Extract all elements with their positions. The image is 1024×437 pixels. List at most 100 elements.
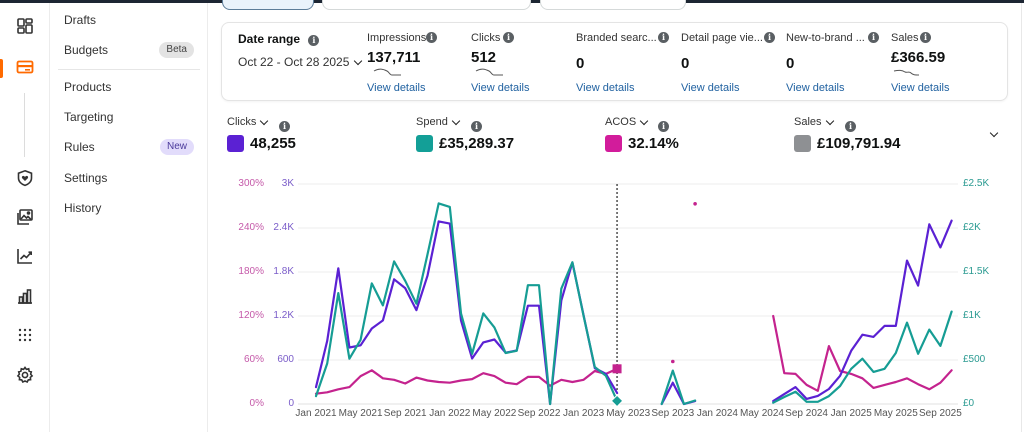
metric-dropdown[interactable]: ACOS xyxy=(605,116,649,128)
view-details-link[interactable]: View details xyxy=(367,82,426,94)
sparkline xyxy=(475,68,503,76)
trend-chart-icon[interactable] xyxy=(15,246,35,266)
metric-label: Detail page vie... xyxy=(681,32,763,44)
performance-chart[interactable]: 0% 0 £0 60% 600 £500 120% 1.2K £1K 180% 1.8K £1.5K 2… xyxy=(220,170,1020,432)
view-details-link[interactable]: View details xyxy=(891,82,950,94)
acos-axis-tick: 180% xyxy=(238,266,264,277)
acos-axis-tick: 300% xyxy=(238,178,264,189)
metric-dropdown[interactable]: Spend xyxy=(416,116,461,128)
campaigns-card-icon[interactable] xyxy=(15,57,35,77)
selector-value: 48,255 xyxy=(250,135,296,152)
clicks-line-segment xyxy=(314,220,619,406)
info-icon[interactable]: i xyxy=(845,121,856,132)
x-axis-tick: May 2025 xyxy=(873,408,918,419)
info-icon[interactable]: i xyxy=(471,121,482,132)
media-images-icon[interactable] xyxy=(15,207,35,227)
x-axis-tick: May 2023 xyxy=(606,408,651,419)
spend-line-segment xyxy=(660,369,697,406)
chart-canvas xyxy=(298,183,958,408)
metric-value: 0 xyxy=(786,55,795,72)
metric-label: Sales xyxy=(891,32,919,44)
date-range-dropdown[interactable]: Oct 22 - Oct 28 2025 xyxy=(238,55,363,69)
top-tab[interactable] xyxy=(322,0,531,10)
acos-line-segment xyxy=(314,367,619,395)
clicks-axis-tick: 0 xyxy=(288,398,294,409)
info-icon[interactable]: i xyxy=(279,121,290,132)
series-color-swatch[interactable] xyxy=(605,135,622,152)
top-tab[interactable] xyxy=(540,0,686,10)
beta-badge: Beta xyxy=(159,42,194,58)
x-axis-tick: Sep 2023 xyxy=(651,408,695,419)
metric-label: Branded searc... xyxy=(576,32,657,44)
info-icon[interactable]: i xyxy=(658,121,669,132)
metric-value: £366.59 xyxy=(891,49,946,66)
top-tab-selected[interactable] xyxy=(222,0,314,10)
spend-axis-tick: £1.5K xyxy=(963,266,990,277)
nav-item-history[interactable]: History xyxy=(64,196,194,220)
metric-value: 512 xyxy=(471,49,497,66)
chevron-down-icon xyxy=(354,56,363,65)
chevron-down-icon xyxy=(639,116,649,125)
info-icon[interactable]: i xyxy=(920,32,931,43)
metric-dropdown[interactable]: Sales xyxy=(794,116,834,128)
x-axis-tick: Sep 2021 xyxy=(383,408,427,419)
x-axis-tick: May 2022 xyxy=(472,408,517,419)
x-axis-tick: Jan 2024 xyxy=(696,408,738,419)
metric-value: 137,711 xyxy=(367,49,421,66)
x-axis-tick: Sep 2022 xyxy=(517,408,561,419)
view-details-link[interactable]: View details xyxy=(576,82,635,94)
view-details-link[interactable]: View details xyxy=(681,82,740,94)
acos-point xyxy=(671,359,675,364)
spend-hover-marker xyxy=(610,394,624,408)
info-icon[interactable]: i xyxy=(308,35,320,46)
series-color-swatch[interactable] xyxy=(227,135,244,152)
main-panel-border xyxy=(1021,3,1022,432)
dashboard-icon[interactable] xyxy=(15,16,35,36)
nav-item-products[interactable]: Products xyxy=(64,75,194,99)
selector-value: £35,289.37 xyxy=(439,135,515,152)
selector-label: ACOS xyxy=(605,116,637,128)
nav-item-label: Budgets xyxy=(64,43,109,57)
info-icon[interactable]: i xyxy=(764,32,775,43)
info-icon[interactable]: i xyxy=(503,32,514,43)
acos-hover-marker xyxy=(612,364,622,374)
spend-axis-tick: £2.5K xyxy=(963,178,990,189)
view-details-link[interactable]: View details xyxy=(471,82,530,94)
series-color-swatch[interactable] xyxy=(416,135,433,152)
brand-shield-icon[interactable] xyxy=(15,168,35,188)
nav-item-drafts[interactable]: Drafts xyxy=(64,8,194,32)
sparkline xyxy=(893,69,920,76)
x-axis-tick: Sep 2024 xyxy=(785,408,829,419)
nav-item-rules[interactable]: Rules New xyxy=(64,135,194,159)
active-indicator xyxy=(0,59,3,78)
clicks-axis-tick: 1.2K xyxy=(273,310,294,321)
settings-gear-icon[interactable] xyxy=(15,365,35,385)
acos-point xyxy=(693,202,697,206)
metric-dropdown[interactable]: Clicks xyxy=(227,116,269,128)
info-icon[interactable]: i xyxy=(426,32,437,43)
acos-axis-tick: 120% xyxy=(238,310,264,321)
chevron-down-icon xyxy=(260,116,269,125)
nav-item-label: Rules xyxy=(64,140,95,154)
nav-item-budgets[interactable]: Budgets Beta xyxy=(64,38,194,62)
nav-item-settings[interactable]: Settings xyxy=(64,166,194,190)
clicks-axis-tick: 1.8K xyxy=(273,266,294,277)
x-axis-tick: Sep 2025 xyxy=(918,408,962,419)
view-details-link[interactable]: View details xyxy=(786,82,845,94)
nav-item-label: Products xyxy=(64,80,112,94)
nav-item-label: Targeting xyxy=(64,110,114,124)
nav-item-targeting[interactable]: Targeting xyxy=(64,105,194,129)
date-range-value: Oct 22 - Oct 28 2025 xyxy=(238,55,350,69)
series-color-swatch[interactable] xyxy=(794,135,811,152)
x-axis-tick: Jan 2025 xyxy=(830,408,872,419)
info-icon[interactable]: i xyxy=(868,32,879,43)
spend-line-segment xyxy=(314,202,619,406)
clicks-line-segment xyxy=(772,219,953,403)
acos-line-segment xyxy=(772,314,953,392)
expand-metrics-button[interactable] xyxy=(988,128,1000,140)
apps-grid-icon[interactable] xyxy=(15,325,35,345)
bar-chart-icon[interactable] xyxy=(15,286,35,306)
date-range-label-text: Date range xyxy=(238,32,301,46)
x-axis-tick: May 2021 xyxy=(338,408,383,419)
info-icon[interactable]: i xyxy=(658,32,669,43)
